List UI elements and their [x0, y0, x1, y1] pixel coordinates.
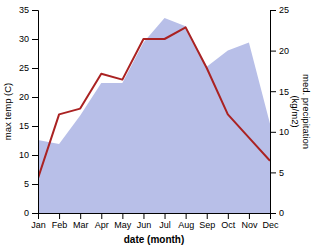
tick-label: 0	[24, 208, 29, 218]
tick-label: 20	[19, 92, 29, 102]
tick: 0	[24, 208, 38, 218]
x-axis: Jan Feb Mar Apr May Jun Jul Aug Sep Oct Nov Dec	[31, 213, 279, 230]
tick-mark	[249, 213, 250, 219]
axis-line	[39, 214, 271, 220]
tick: 10	[19, 150, 38, 160]
tick-mark	[270, 213, 276, 214]
tick-mark	[32, 155, 38, 156]
tick: 15	[270, 87, 289, 97]
area	[38, 18, 270, 213]
tick-mark	[32, 10, 38, 11]
tick: 5	[24, 179, 38, 189]
tick-label: 25	[279, 5, 289, 15]
tick-mark	[270, 91, 276, 92]
tick: 30	[19, 34, 38, 44]
tick: Jan	[31, 213, 46, 230]
tick-label: 25	[19, 63, 29, 73]
tick-mark	[32, 39, 38, 40]
tick: Apr	[95, 213, 109, 230]
tick-mark	[228, 213, 229, 219]
y2-axis-title-line: med. precipitation	[301, 74, 312, 149]
tick-mark	[207, 213, 208, 219]
tick-mark	[59, 213, 60, 219]
marks	[38, 18, 270, 213]
tick-label: 10	[19, 150, 29, 160]
tick-label: May	[114, 220, 132, 230]
y2-axis-title-line: (kg/m2)	[290, 95, 301, 127]
tick-label: 15	[279, 87, 289, 97]
tick-label: Jan	[31, 220, 46, 230]
tick: May	[114, 213, 132, 230]
tick-label: 35	[19, 5, 29, 15]
tick-mark	[270, 10, 276, 11]
tick: Jul	[159, 213, 171, 230]
tick-label: 10	[279, 127, 289, 137]
tick-label: 30	[19, 34, 29, 44]
tick-mark	[32, 126, 38, 127]
y2-axis-title: med. precipitation(kg/m2)	[290, 74, 312, 149]
tick-mark	[143, 213, 144, 219]
tick: Feb	[52, 213, 68, 230]
axis-line	[32, 11, 39, 214]
tick-mark	[165, 213, 166, 219]
tick: Oct	[221, 213, 236, 230]
tick: 20	[270, 46, 289, 56]
tick: 20	[19, 92, 38, 102]
tick: 0	[270, 208, 284, 218]
tick-mark	[32, 68, 38, 69]
tick: 10	[270, 127, 289, 137]
line	[38, 27, 270, 178]
tick: Dec	[262, 213, 279, 230]
tick-label: Oct	[221, 220, 236, 230]
tick-mark	[32, 213, 38, 214]
y2-axis: 0 5 10 15 20 25	[270, 5, 289, 218]
tick: 25	[19, 63, 38, 73]
y-axis: 0 5 10 15 20 25 30 35	[19, 5, 39, 218]
tick: 15	[19, 121, 38, 131]
tick: Sep	[199, 213, 215, 230]
tick-label: Apr	[95, 220, 109, 230]
tick-label: 5	[279, 168, 284, 178]
tick: Mar	[73, 213, 89, 230]
tick-mark	[270, 132, 276, 133]
tick-label: Feb	[52, 220, 68, 230]
tick-mark	[32, 184, 38, 185]
tick-label: 0	[279, 208, 284, 218]
tick-mark	[80, 213, 81, 219]
tick: Nov	[241, 213, 258, 230]
tick-label: Aug	[178, 220, 194, 230]
tick-label: Sep	[199, 220, 215, 230]
tick: Jun	[137, 213, 152, 230]
tick: 25	[270, 5, 289, 15]
tick-mark	[270, 172, 276, 173]
chart: JanFebMarAprMayJunJulAugSepOctNovDec0510…	[0, 0, 318, 247]
tick-label: Mar	[73, 220, 89, 230]
y-axis-title: max temp (C)	[2, 83, 13, 141]
axis-line	[271, 11, 277, 214]
tick-mark	[32, 97, 38, 98]
tick: 5	[270, 168, 284, 178]
tick-label: Jun	[137, 220, 152, 230]
tick-label: 20	[279, 46, 289, 56]
tick-label: Nov	[241, 220, 258, 230]
tick: Aug	[178, 213, 194, 230]
tick-mark	[186, 213, 187, 219]
plot-area: JanFebMarAprMayJunJulAugSepOctNovDec0510…	[2, 5, 312, 245]
tick-label: 15	[19, 121, 29, 131]
tick: 35	[19, 5, 38, 15]
tick-mark	[122, 213, 123, 219]
tick-mark	[101, 213, 102, 219]
tick-label: Dec	[262, 220, 279, 230]
tick-label: 5	[24, 179, 29, 189]
tick-mark	[270, 51, 276, 52]
x-axis-title: date (month)	[124, 234, 185, 245]
tick-label: Jul	[159, 220, 171, 230]
